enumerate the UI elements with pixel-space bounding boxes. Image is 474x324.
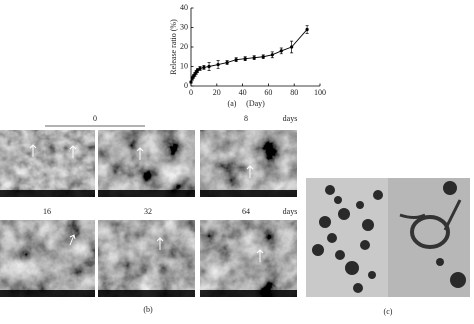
- data-point: [195, 68, 200, 72]
- data-point: [270, 53, 274, 57]
- sem-image: [200, 220, 297, 297]
- b-label: 0: [93, 114, 97, 123]
- b-label: 64: [242, 207, 250, 216]
- data-point: [234, 58, 238, 62]
- x-tick-label: 100: [314, 88, 326, 97]
- data-point: [207, 64, 211, 69]
- x-tick-label: 40: [239, 88, 247, 97]
- data-point: [202, 65, 206, 70]
- sem-image: [200, 130, 297, 197]
- b-label: 8: [244, 114, 248, 123]
- panel-label: (a): [228, 99, 237, 108]
- data-point: [252, 56, 256, 60]
- y-tick-label: 40: [180, 3, 188, 12]
- sem-image: [0, 220, 95, 297]
- data-point: [305, 27, 309, 32]
- x-tick-label: 0: [189, 88, 193, 97]
- data-point: [189, 80, 193, 84]
- data-point: [261, 55, 265, 59]
- b-label: 32: [144, 207, 152, 216]
- b-label: days: [283, 114, 298, 123]
- y-tick-label: 30: [180, 22, 188, 31]
- data-point: [290, 45, 294, 49]
- y-tick-label: 20: [180, 42, 188, 51]
- b-label: 16: [43, 207, 51, 216]
- b-label: days: [283, 207, 298, 216]
- panel-label: (b): [143, 305, 153, 314]
- sem-image: [0, 130, 95, 197]
- y-axis-label: Release ratio (%): [169, 19, 178, 75]
- data-point: [198, 66, 202, 71]
- y-tick-label: 10: [180, 61, 188, 70]
- x-tick-label: 20: [213, 88, 221, 97]
- data-point: [216, 62, 220, 67]
- data-line: [190, 29, 308, 83]
- panel-label: (c): [384, 307, 393, 316]
- tem-image: [306, 178, 470, 297]
- axes: [190, 8, 320, 87]
- data-point: [279, 49, 283, 53]
- x-tick-label: 80: [290, 88, 298, 97]
- sem-images: [0, 125, 297, 297]
- data-point: [225, 61, 229, 65]
- sem-image: [98, 220, 195, 297]
- data-point: [243, 57, 247, 61]
- x-axis-label: (Day): [246, 99, 265, 108]
- sem-image: [98, 130, 195, 197]
- y-tick-label: 0: [184, 81, 188, 90]
- x-tick-label: 60: [264, 88, 272, 97]
